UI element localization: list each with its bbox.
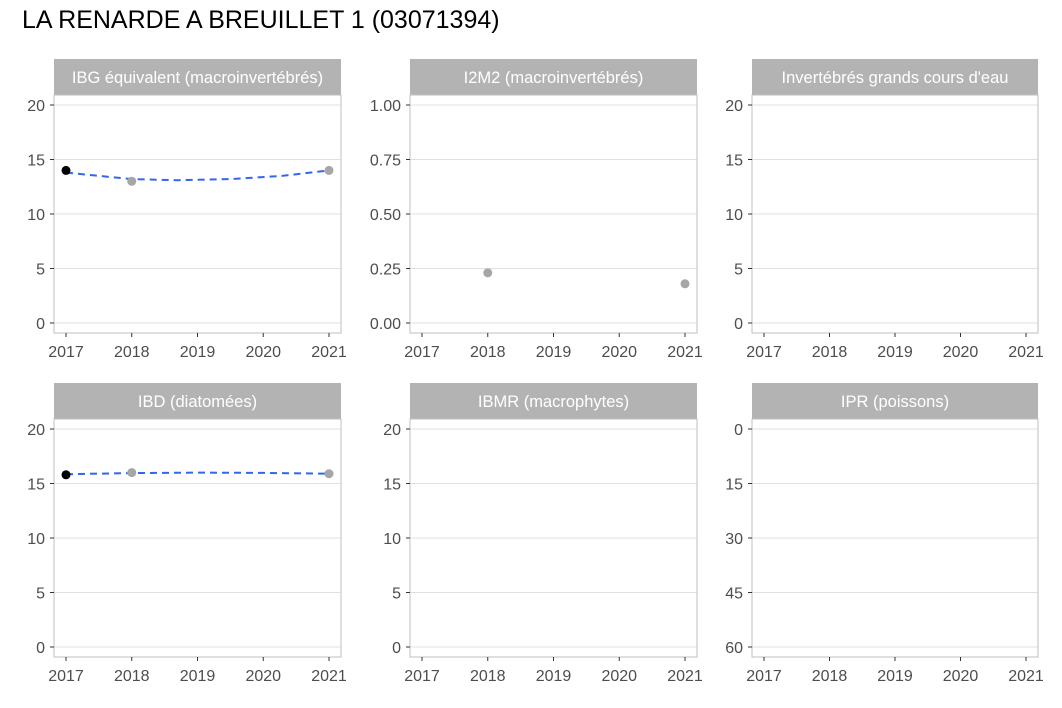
data-point <box>483 268 493 278</box>
data-point <box>324 469 334 479</box>
data-point <box>680 279 690 289</box>
y-tick-label: 0.75 <box>370 153 401 170</box>
x-tick-label: 2020 <box>245 668 281 685</box>
data-point <box>324 165 334 175</box>
y-tick-label: 0 <box>392 640 401 657</box>
x-tick-label: 2019 <box>180 344 216 361</box>
facet-strip <box>54 383 341 419</box>
x-tick-label: 2021 <box>1008 668 1044 685</box>
x-tick-label: 2021 <box>667 668 703 685</box>
facet-panel: Invertébrés grands cours d'eau0510152020… <box>725 59 1044 361</box>
x-tick-label: 2020 <box>943 668 979 685</box>
facet-strip <box>410 383 697 419</box>
y-tick-label: 15 <box>725 153 743 170</box>
facet-panel: IBD (diatomées) 0 5 10 15 20 2017 2018 2019 2020 2… <box>27 383 347 685</box>
y-tick-label: 10 <box>27 531 45 548</box>
y-tick-label: 20 <box>27 422 45 439</box>
trend-line <box>65 471 330 476</box>
facet-panel: IBG équivalent (macroinvertébrés) 0 5 10 15 2… <box>27 59 347 361</box>
y-tick-label: 0 <box>36 640 45 657</box>
x-tick-label: 2017 <box>404 668 440 685</box>
facet-strip <box>410 59 697 95</box>
x-tick-label: 2018 <box>114 344 150 361</box>
facet-title: IBD (diatomées) <box>138 393 257 411</box>
data-point <box>61 165 71 175</box>
y-tick-label: 5 <box>392 586 401 603</box>
x-tick-label: 2019 <box>877 668 913 685</box>
x-tick-label: 2019 <box>877 344 913 361</box>
facet-title: Invertébrés grands cours d'eau <box>782 69 1009 87</box>
y-tick-label: 45 <box>725 586 743 603</box>
x-tick-label: 2017 <box>746 344 782 361</box>
x-tick-label: 2021 <box>667 344 703 361</box>
y-tick-label: 15 <box>27 153 45 170</box>
x-tick-label: 2020 <box>245 344 281 361</box>
y-tick-label: 15 <box>725 477 743 494</box>
y-tick-label: 10 <box>725 207 743 224</box>
facet-strip <box>54 59 341 95</box>
x-tick-label: 2017 <box>404 344 440 361</box>
y-tick-label: 0.50 <box>370 207 401 224</box>
y-tick-label: 5 <box>734 262 743 279</box>
x-tick-label: 2018 <box>470 344 506 361</box>
page-title: LA RENARDE A BREUILLET 1 (03071394) <box>22 6 500 34</box>
data-point <box>61 470 71 480</box>
y-tick-label: 0.25 <box>370 262 401 279</box>
facet-title: I2M2 (macroinvertébrés) <box>464 69 644 87</box>
x-tick-label: 2017 <box>48 344 84 361</box>
data-point <box>127 176 137 186</box>
facet-strip <box>752 59 1038 95</box>
x-tick-label: 2020 <box>601 344 637 361</box>
x-tick-label: 2021 <box>311 344 347 361</box>
facet-panel: IBMR (macrophytes) 0 5 10 15 20 2017 2018 2019 20… <box>383 383 703 685</box>
x-tick-label: 2018 <box>812 668 848 685</box>
x-tick-label: 2019 <box>536 668 572 685</box>
y-tick-label: 20 <box>383 422 401 439</box>
facet-strip <box>752 383 1038 419</box>
x-tick-label: 2017 <box>746 668 782 685</box>
y-tick-label: 5 <box>36 262 45 279</box>
y-tick-label: 10 <box>27 207 45 224</box>
y-tick-label: 0 <box>36 316 45 333</box>
y-tick-label: 60 <box>725 640 743 657</box>
x-tick-label: 2017 <box>48 668 84 685</box>
x-tick-label: 2018 <box>470 668 506 685</box>
y-tick-label: 1.00 <box>370 98 401 115</box>
facet-title: IBMR (macrophytes) <box>478 393 629 411</box>
facet-panel: I2M2 (macroinvertébrés) 0.00 0.25 0.50 0.75 1… <box>370 59 703 361</box>
y-tick-label: 15 <box>383 477 401 494</box>
y-tick-label: 0 <box>734 316 743 333</box>
y-tick-label: 10 <box>383 531 401 548</box>
x-tick-label: 2020 <box>601 668 637 685</box>
y-tick-label: 0 <box>734 422 743 439</box>
trend-line <box>65 169 330 182</box>
x-tick-label: 2020 <box>943 344 979 361</box>
x-tick-label: 2021 <box>1008 344 1044 361</box>
y-tick-label: 30 <box>725 531 743 548</box>
y-tick-label: 20 <box>27 98 45 115</box>
x-tick-label: 2021 <box>311 668 347 685</box>
data-point <box>127 468 137 478</box>
y-tick-label: 15 <box>27 477 45 494</box>
facet-panel: IPR (poissons) 60 45 30 15 0 2017 2018 2019 2020 2… <box>725 383 1044 685</box>
facet-title: IPR (poissons) <box>841 393 949 411</box>
y-tick-label: 20 <box>725 98 743 115</box>
facet-title: IBG équivalent (macroinvertébrés) <box>72 69 323 87</box>
y-tick-label: 0.00 <box>370 316 401 333</box>
y-tick-label: 5 <box>36 586 45 603</box>
x-tick-label: 2019 <box>536 344 572 361</box>
x-tick-label: 2019 <box>180 668 216 685</box>
x-tick-label: 2018 <box>114 668 150 685</box>
x-tick-label: 2018 <box>812 344 848 361</box>
